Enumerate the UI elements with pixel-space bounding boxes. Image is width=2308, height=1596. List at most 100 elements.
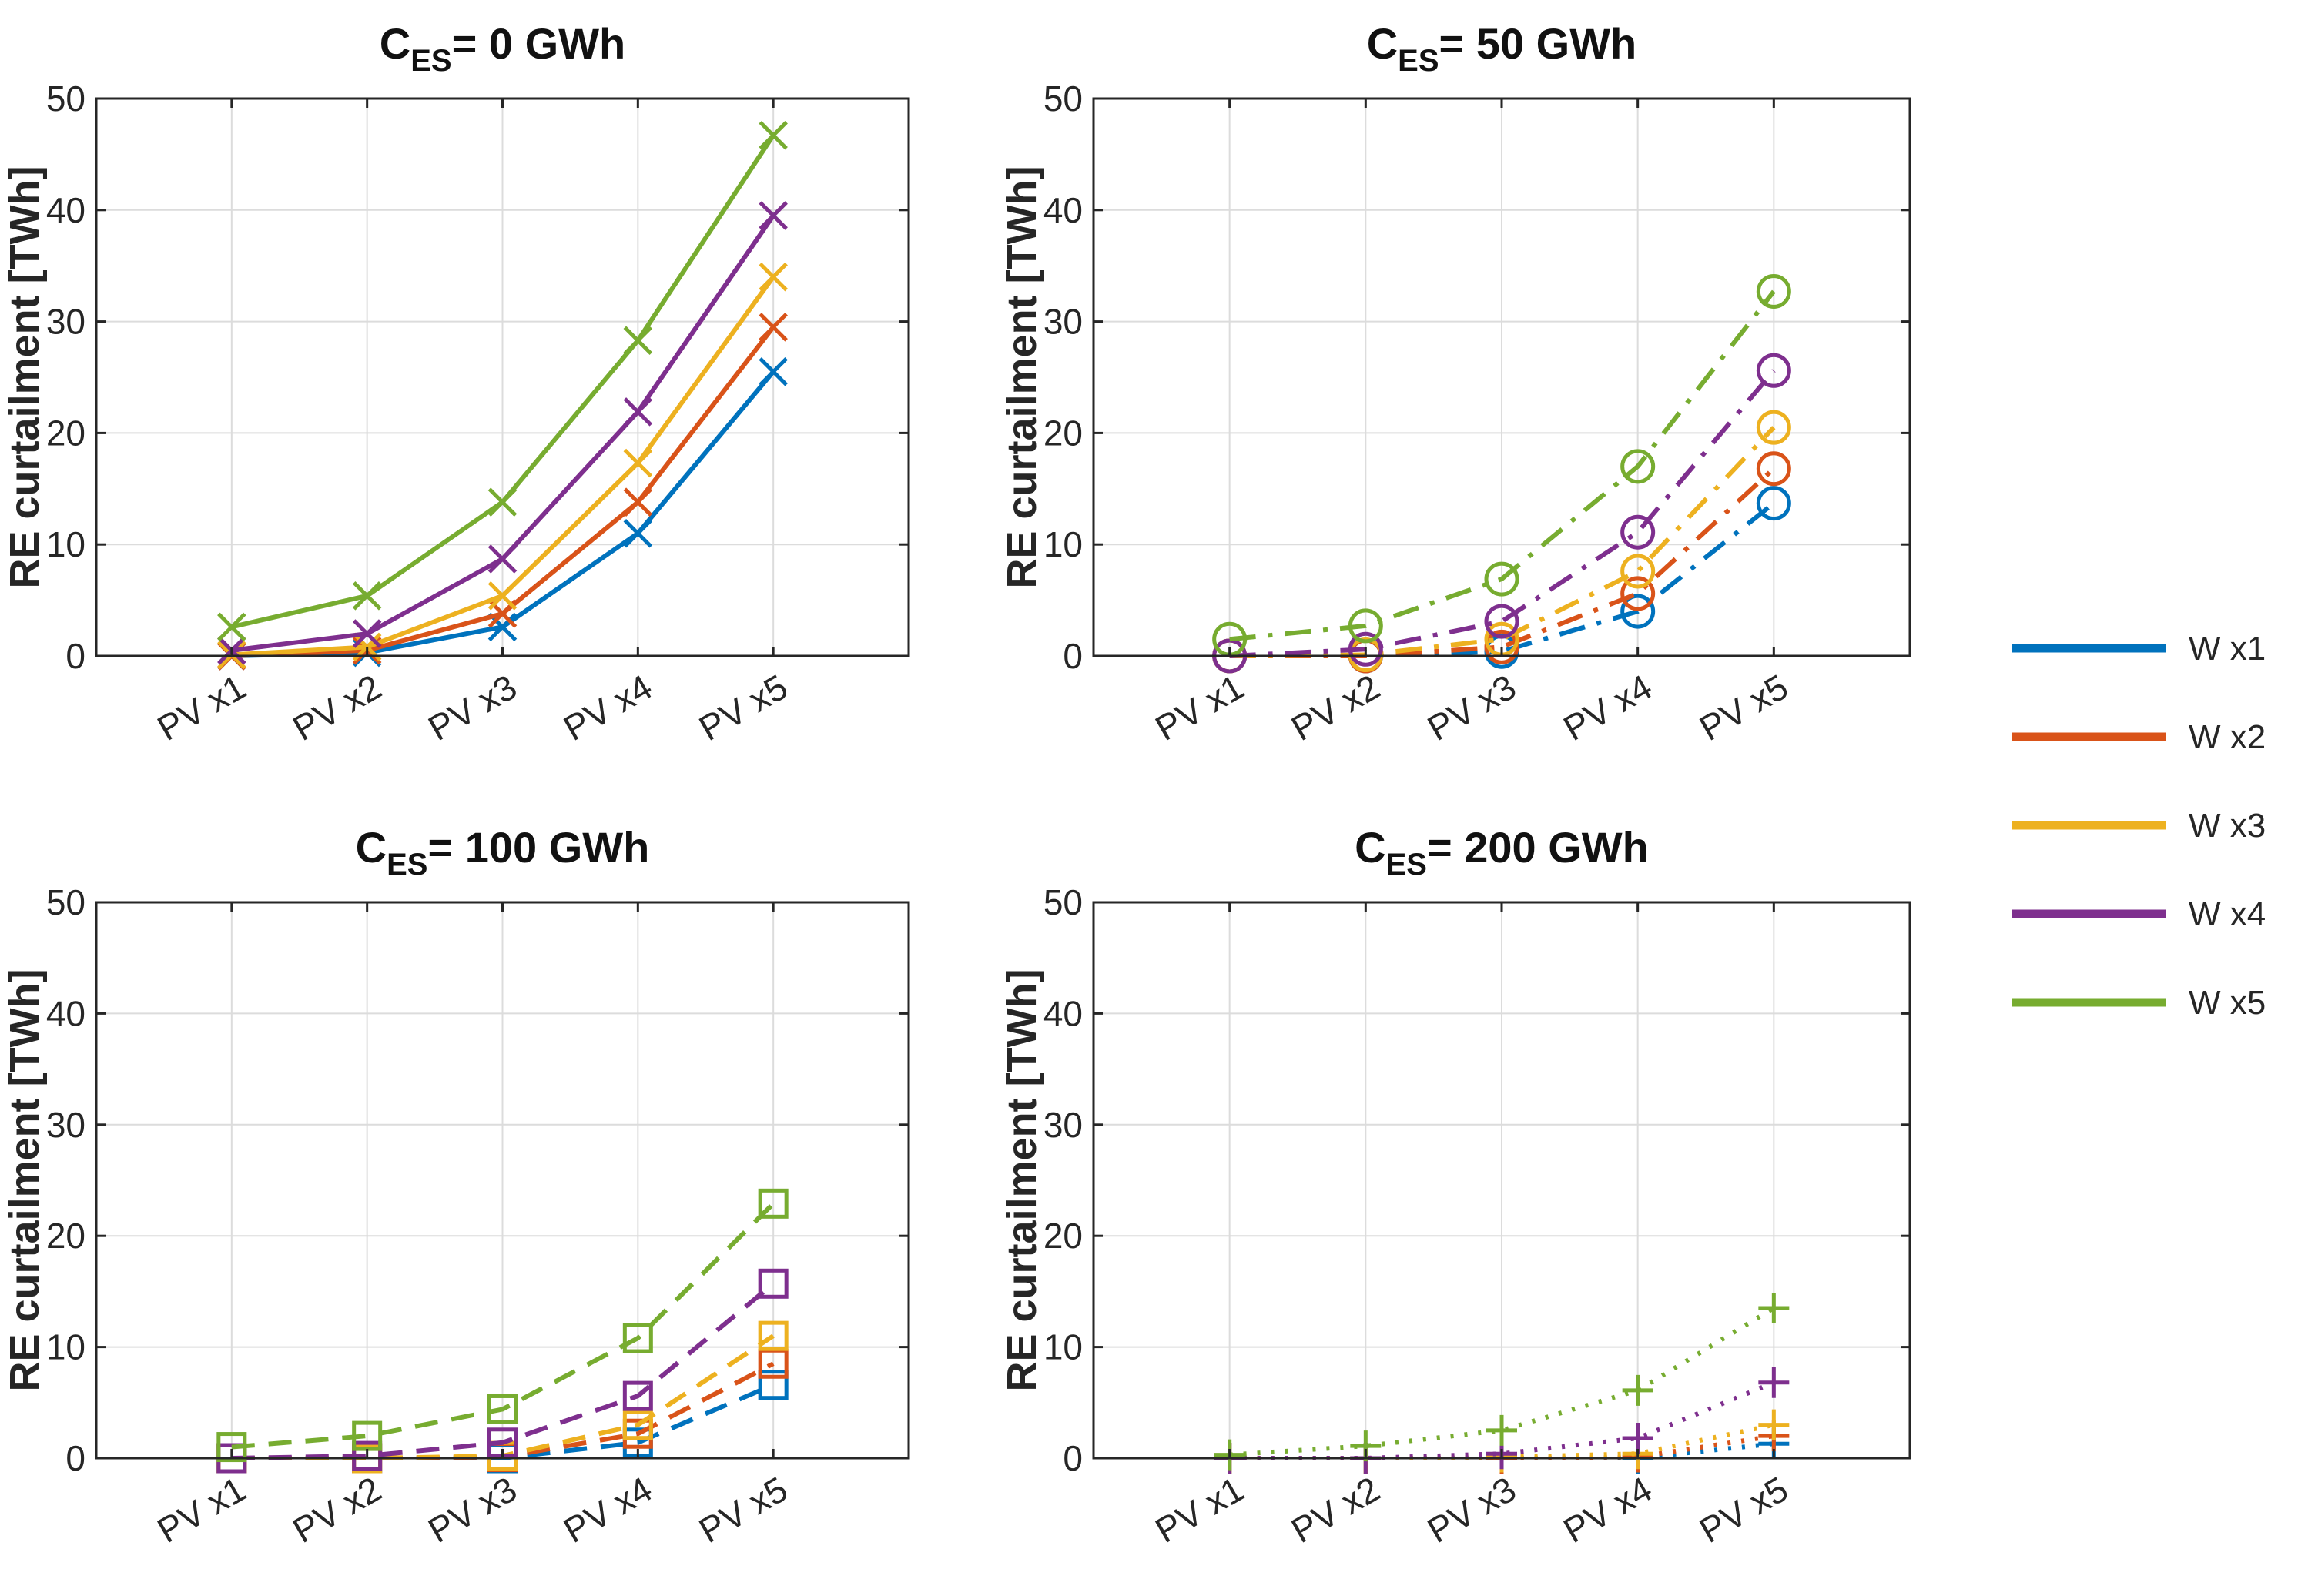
y-tick-label: 20 xyxy=(46,413,85,453)
y-axis-label: RE curtailment [TWh] xyxy=(2,969,48,1392)
y-tick-label: 10 xyxy=(46,524,85,564)
y-tick-label: 10 xyxy=(1043,1327,1083,1367)
data-point-w-x3-5 xyxy=(759,262,788,292)
data-point-w-x5-5 xyxy=(758,1188,789,1219)
y-tick-label: 50 xyxy=(1043,79,1083,119)
data-point-w-x4-4 xyxy=(622,1380,653,1411)
data-point-w-x4-3 xyxy=(1484,604,1519,639)
data-point-w-x5-5 xyxy=(1758,1293,1790,1324)
data-point-w-x1-5 xyxy=(1756,486,1791,521)
data-point-w-x2-5 xyxy=(759,313,788,342)
chart-title: CES= 200 GWh xyxy=(1355,823,1649,882)
y-tick-label: 50 xyxy=(1043,882,1083,922)
data-point-w-x5-3 xyxy=(1486,1414,1517,1446)
y-tick-label: 10 xyxy=(46,1327,85,1367)
series-line-w-x4 xyxy=(231,1281,775,1460)
data-point-w-x4-5 xyxy=(1756,353,1791,388)
data-point-w-x3-5 xyxy=(1756,410,1791,445)
legend-label-w-x3: W x3 xyxy=(2189,807,2266,845)
y-tick-label: 40 xyxy=(46,993,85,1033)
y-axis-label: RE curtailment [TWh] xyxy=(999,166,1045,589)
y-tick-label: 30 xyxy=(46,302,85,342)
data-point-w-x3-3 xyxy=(487,581,518,611)
chart-title: CES= 100 GWh xyxy=(356,823,650,882)
y-tick-label: 10 xyxy=(1043,524,1083,564)
y-axis-label: RE curtailment [TWh] xyxy=(2,166,48,589)
data-point-w-x1-4 xyxy=(1620,594,1656,629)
title-rest: = 50 GWh xyxy=(1439,19,1637,68)
y-tick-label: 40 xyxy=(1043,190,1083,230)
title-subscript: ES xyxy=(1386,848,1427,882)
data-point-w-x5-1 xyxy=(216,1432,247,1463)
data-point-w-x3-4 xyxy=(623,448,653,478)
series-line-w-x4 xyxy=(1229,1380,1775,1460)
y-tick-label: 50 xyxy=(46,882,85,922)
data-point-w-x4-4 xyxy=(623,397,653,427)
y-tick-label: 20 xyxy=(1043,413,1083,453)
title-main: C xyxy=(356,823,387,872)
legend-label-w-x2: W x2 xyxy=(2189,718,2266,756)
title-subscript: ES xyxy=(410,44,451,78)
data-point-w-x5-2 xyxy=(352,581,382,611)
series-line-w-x4 xyxy=(1229,369,1776,658)
series-line-w-x5 xyxy=(1229,289,1776,642)
data-point-w-x1-4 xyxy=(623,518,653,548)
data-point-w-x4-5 xyxy=(758,1268,789,1299)
data-point-w-x2-4 xyxy=(623,487,653,517)
legend: W x1 W x2 W x3 W x4 W x5 xyxy=(2012,630,2266,1022)
title-rest: = 100 GWh xyxy=(427,823,649,872)
y-axis-label: RE curtailment [TWh] xyxy=(999,969,1045,1392)
data-point-w-x4-4 xyxy=(1622,1423,1653,1454)
data-point-w-x4-2 xyxy=(352,619,382,648)
y-tick-label: 20 xyxy=(46,1216,85,1256)
data-point-w-x3-5 xyxy=(1758,1409,1790,1440)
data-point-w-x1-5 xyxy=(758,1370,789,1400)
y-tick-label: 0 xyxy=(1063,1438,1083,1478)
data-point-w-x3-5 xyxy=(758,1320,789,1351)
y-tick-label: 30 xyxy=(46,1105,85,1145)
legend-label-w-x1: W x1 xyxy=(2189,630,2266,668)
data-point-w-x5-4 xyxy=(1620,449,1656,484)
title-subscript: ES xyxy=(387,848,427,882)
series-line-w-x5 xyxy=(231,1202,775,1450)
data-point-w-x5-2 xyxy=(1348,608,1383,644)
legend-label-w-x5: W x5 xyxy=(2189,984,2266,1022)
data-point-w-x4-2 xyxy=(1348,631,1383,667)
y-tick-label: 40 xyxy=(46,190,85,230)
y-tick-label: 0 xyxy=(65,636,85,676)
data-point-w-x5-3 xyxy=(1484,561,1519,597)
y-tick-label: 30 xyxy=(1043,1105,1083,1145)
legend-label-w-x4: W x4 xyxy=(2189,895,2266,933)
data-point-w-x5-1 xyxy=(217,612,246,642)
data-point-w-x5-4 xyxy=(1622,1374,1653,1406)
data-point-w-x3-4 xyxy=(622,1410,653,1440)
data-point-w-x5-5 xyxy=(1756,274,1791,309)
data-point-w-x4-5 xyxy=(759,201,788,230)
data-point-w-x4-2 xyxy=(352,1440,383,1471)
y-tick-label: 0 xyxy=(1063,636,1083,676)
title-main: C xyxy=(380,19,410,68)
title-rest: = 200 GWh xyxy=(1427,823,1649,872)
data-point-w-x5-3 xyxy=(487,1394,518,1424)
y-tick-label: 50 xyxy=(46,79,85,119)
y-tick-label: 30 xyxy=(1043,302,1083,342)
data-point-w-x4-5 xyxy=(1758,1367,1790,1398)
title-subscript: ES xyxy=(1398,44,1439,78)
y-tick-label: 40 xyxy=(1043,993,1083,1033)
data-point-w-x5-4 xyxy=(623,326,653,355)
data-point-w-x1-5 xyxy=(759,356,788,386)
data-point-w-x5-4 xyxy=(622,1323,653,1353)
title-main: C xyxy=(1367,19,1398,68)
y-tick-label: 20 xyxy=(1043,1216,1083,1256)
data-point-w-x5-3 xyxy=(487,487,518,517)
title-rest: = 0 GWh xyxy=(452,19,626,68)
data-point-w-x4-4 xyxy=(1620,514,1656,550)
title-main: C xyxy=(1355,823,1385,872)
chart-title: CES= 50 GWh xyxy=(1367,19,1637,78)
chart-title: CES= 0 GWh xyxy=(380,19,625,78)
y-tick-label: 0 xyxy=(65,1438,85,1478)
data-point-w-x2-5 xyxy=(1756,451,1791,487)
data-point-w-x2-4 xyxy=(1620,576,1656,611)
